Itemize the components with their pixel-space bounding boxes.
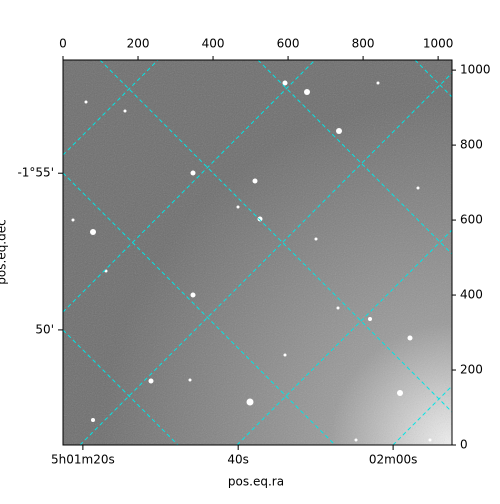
y-tick-label: 1000 bbox=[460, 63, 491, 77]
x-tick-label: 800 bbox=[352, 37, 375, 51]
x-tick-label: 0 bbox=[59, 37, 67, 51]
y-tick-label: 200 bbox=[460, 363, 483, 377]
y-tick-label: 600 bbox=[460, 213, 483, 227]
y-tick-label: 0 bbox=[460, 438, 468, 452]
x-tick-label: 200 bbox=[127, 37, 150, 51]
ra-tick-label: 40s bbox=[227, 453, 249, 467]
x-tick-label: 1000 bbox=[423, 37, 454, 51]
frame bbox=[62, 59, 453, 446]
dec-tick-label: -1°55' bbox=[17, 166, 54, 180]
world-grid bbox=[63, 60, 452, 445]
x-axis-label: pos.eq.ra bbox=[228, 475, 284, 489]
dec-tick-label: 50' bbox=[35, 322, 54, 336]
stars bbox=[71, 80, 432, 442]
y-tick-label: 800 bbox=[460, 138, 483, 152]
ra-tick-label: 5h01m20s bbox=[51, 453, 115, 467]
y-tick-label: 400 bbox=[460, 288, 483, 302]
ra-tick-label: 02m00s bbox=[369, 453, 417, 467]
x-tick-label: 600 bbox=[277, 37, 300, 51]
x-tick-label: 400 bbox=[202, 37, 225, 51]
image bbox=[63, 60, 452, 445]
y-axis-label: pos.eq.dec bbox=[0, 219, 9, 284]
